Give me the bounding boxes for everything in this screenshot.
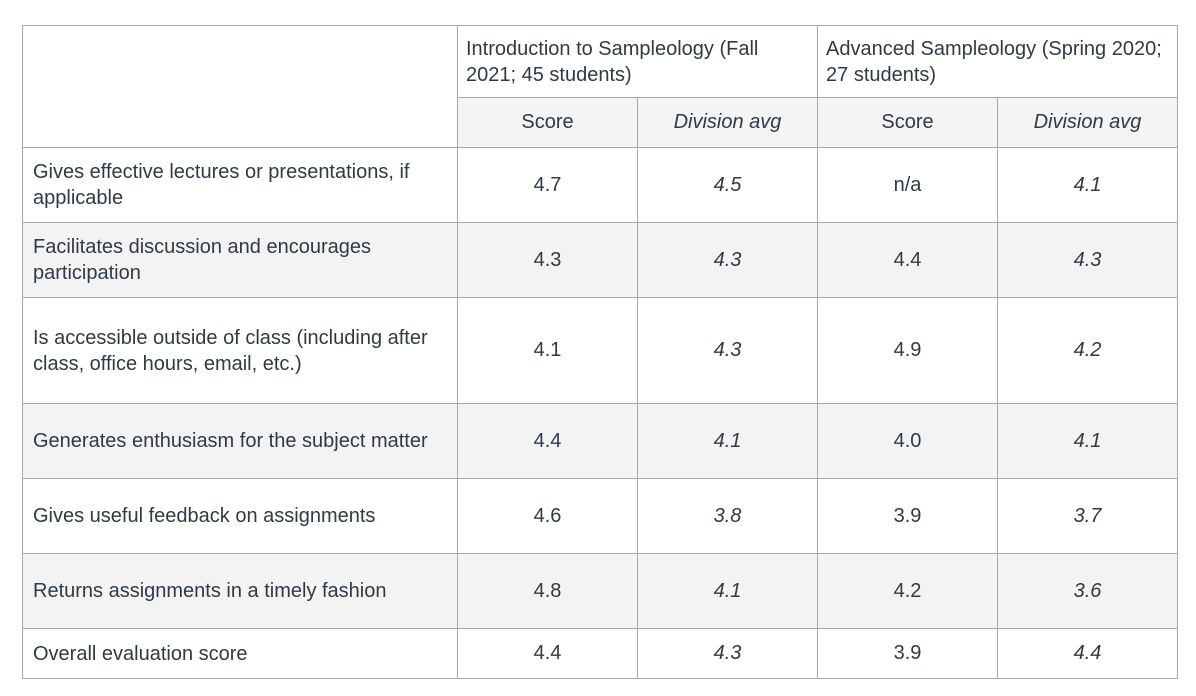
advanced-score-cell: 4.2 — [817, 553, 999, 629]
advanced-division-avg-cell: 4.4 — [997, 628, 1179, 679]
advanced-division-avg-cell: 4.3 — [997, 222, 1179, 298]
advanced-score-cell: 4.0 — [817, 403, 999, 479]
advanced-division-avg-cell: 4.1 — [997, 147, 1179, 223]
intro-score-cell: 4.1 — [457, 297, 638, 404]
intro-division-avg-cell: 4.1 — [636, 553, 819, 629]
course-header-advanced: Advanced Sampleology (Spring 2020; 27 st… — [817, 25, 1179, 98]
advanced-score-cell: 4.4 — [817, 222, 999, 298]
intro-division-avg-cell: 4.3 — [636, 628, 819, 679]
intro-division-avg-cell: 3.8 — [636, 478, 819, 554]
table-row: Overall evaluation score 4.4 4.3 3.9 4.4 — [22, 628, 1179, 679]
corner-empty-cell — [22, 25, 458, 148]
intro-division-avg-cell: 4.3 — [636, 222, 819, 298]
criterion-label: Overall evaluation score — [22, 628, 458, 679]
evaluation-scores-table: Introduction to Sampleology (Fall 2021; … — [22, 25, 1179, 679]
advanced-score-header: Score — [817, 97, 999, 148]
criterion-label: Generates enthusiasm for the subject mat… — [22, 403, 458, 479]
intro-division-avg-cell: 4.3 — [636, 297, 819, 404]
advanced-score-cell: n/a — [817, 147, 999, 223]
advanced-division-avg-cell: 3.7 — [997, 478, 1179, 554]
intro-division-avg-header: Division avg — [636, 97, 819, 148]
table-row: Returns assignments in a timely fashion … — [22, 553, 1179, 629]
intro-score-cell: 4.3 — [457, 222, 638, 298]
advanced-score-cell: 3.9 — [817, 478, 999, 554]
advanced-score-cell: 4.9 — [817, 297, 999, 404]
criterion-label: Returns assignments in a timely fashion — [22, 553, 458, 629]
table-row: Gives useful feedback on assignments 4.6… — [22, 478, 1179, 554]
intro-division-avg-cell: 4.5 — [636, 147, 819, 223]
intro-division-avg-cell: 4.1 — [636, 403, 819, 479]
table-row: Generates enthusiasm for the subject mat… — [22, 403, 1179, 479]
course-header-row: Introduction to Sampleology (Fall 2021; … — [22, 25, 1179, 148]
criterion-label: Gives effective lectures or presentation… — [22, 147, 458, 223]
table-row: Is accessible outside of class (includin… — [22, 297, 1179, 404]
intro-score-cell: 4.4 — [457, 403, 638, 479]
advanced-division-avg-cell: 3.6 — [997, 553, 1179, 629]
advanced-score-cell: 3.9 — [817, 628, 999, 679]
intro-score-cell: 4.6 — [457, 478, 638, 554]
course-header-intro: Introduction to Sampleology (Fall 2021; … — [456, 25, 819, 98]
advanced-division-avg-cell: 4.2 — [997, 297, 1179, 404]
intro-score-cell: 4.7 — [457, 147, 638, 223]
criterion-label: Gives useful feedback on assignments — [22, 478, 458, 554]
subheader-row: Score Division avg Score Division avg — [23, 97, 1179, 148]
advanced-division-avg-cell: 4.1 — [997, 403, 1179, 479]
intro-score-cell: 4.8 — [457, 553, 638, 629]
intro-score-header: Score — [457, 97, 638, 148]
advanced-division-avg-header: Division avg — [997, 97, 1179, 148]
table-row: Gives effective lectures or presentation… — [22, 147, 1179, 223]
criterion-label: Facilitates discussion and encourages pa… — [22, 222, 458, 298]
criterion-label: Is accessible outside of class (includin… — [22, 297, 458, 404]
intro-score-cell: 4.4 — [457, 628, 638, 679]
table-row: Facilitates discussion and encourages pa… — [22, 222, 1179, 298]
